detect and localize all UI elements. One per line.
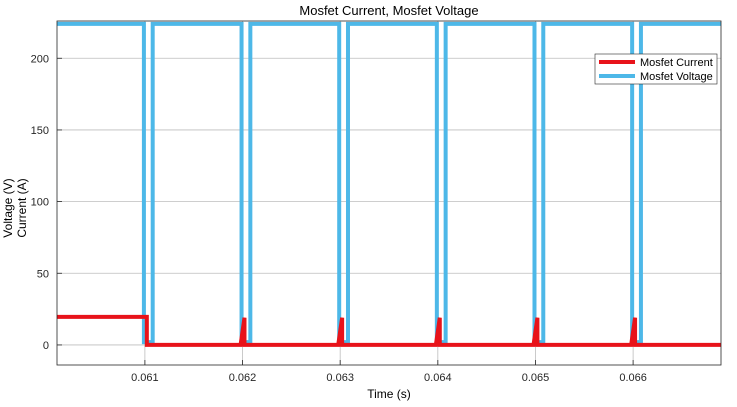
series-lines bbox=[57, 21, 721, 347]
x-tick-label: 0.064 bbox=[424, 372, 452, 384]
chart-title: Mosfet Current, Mosfet Voltage bbox=[299, 3, 478, 18]
y-tick-label: 50 bbox=[37, 268, 49, 280]
y-axis-label-voltage: Voltage (V) bbox=[1, 178, 15, 237]
x-tick-label: 0.062 bbox=[229, 372, 257, 384]
y-tick-label: 0 bbox=[43, 340, 49, 352]
y-axis-ticks: 0 50 100 150 200 bbox=[31, 53, 62, 352]
x-tick-label: 0.061 bbox=[131, 372, 159, 384]
x-tick-label: 0.066 bbox=[619, 372, 647, 384]
legend-label-mosfet-current: Mosfet Current bbox=[640, 57, 713, 69]
x-tick-label: 0.063 bbox=[326, 372, 354, 384]
x-axis-ticks: 0.061 0.062 0.063 0.064 0.065 0.066 bbox=[131, 360, 647, 384]
legend: Mosfet Current Mosfet Voltage bbox=[594, 53, 718, 85]
x-axis-label: Time (s) bbox=[367, 387, 411, 401]
legend-box bbox=[594, 53, 718, 85]
legend-label-mosfet-voltage: Mosfet Voltage bbox=[640, 71, 713, 83]
axes-frame bbox=[56, 20, 722, 366]
y-tick-label: 150 bbox=[31, 125, 49, 137]
series-line-mosfet-current bbox=[57, 314, 721, 347]
y-axis-label-current: Current (A) bbox=[15, 178, 29, 237]
y-tick-label: 100 bbox=[31, 197, 49, 209]
y-tick-label: 200 bbox=[31, 53, 49, 65]
x-tick-label: 0.065 bbox=[522, 372, 550, 384]
